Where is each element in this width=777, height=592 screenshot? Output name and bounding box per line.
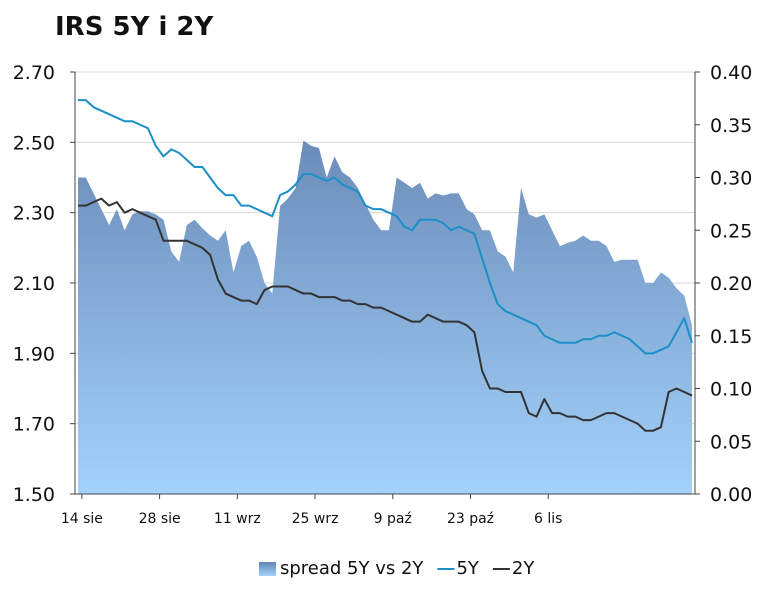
y-left-tick-label: 2.10 — [13, 273, 55, 295]
legend-label: spread 5Y vs 2Y — [280, 558, 424, 579]
x-tick-label: 6 lis — [534, 511, 562, 527]
x-tick-label: 11 wrz — [214, 511, 261, 527]
y-right-tick-label: 0.30 — [710, 168, 752, 190]
y-right-tick-label: 0.20 — [710, 273, 752, 295]
y-left-tick-label: 1.90 — [13, 343, 55, 365]
axes: 2.70 2.50 2.30 2.10 1.90 1.70 1.50 0.40 0.35 0.30… — [13, 62, 753, 527]
legend-label: 2Y — [512, 558, 535, 579]
y-right-tick-label: 0.10 — [710, 379, 752, 401]
y-right-tick-label: 0.35 — [710, 115, 752, 137]
plot-area — [78, 99, 693, 494]
y-right-tick-label: 0.00 — [710, 484, 752, 506]
y-right-tick-label: 0.15 — [710, 326, 752, 348]
x-tick-label: 9 paź — [374, 511, 412, 527]
legend-swatch-spread — [259, 562, 276, 576]
x-tick-label: 14 sie — [61, 511, 103, 527]
y-left-tick-label: 1.70 — [13, 414, 55, 436]
y-right-tick-label: 0.05 — [710, 431, 752, 453]
series-line-2y — [78, 197, 693, 432]
y-left-tick-label: 2.70 — [13, 62, 55, 84]
x-tick-label: 25 wrz — [292, 511, 339, 527]
legend-label: 5Y — [456, 558, 479, 579]
y-right-tick-label: 0.40 — [710, 62, 752, 84]
series-line-5y — [78, 99, 693, 355]
chart-title: IRS 5Y i 2Y — [55, 12, 214, 42]
legend: spread 5Y vs 2Y 5Y 2Y — [259, 558, 535, 579]
y-left-tick-label: 1.50 — [13, 484, 55, 506]
y-left-tick-label: 2.50 — [13, 132, 55, 154]
x-tick-label: 28 sie — [139, 511, 181, 527]
x-tick-label: 23 paź — [447, 511, 494, 527]
y-left-tick-label: 2.30 — [13, 203, 55, 225]
y-right-tick-label: 0.25 — [710, 220, 752, 242]
series-area-spread — [78, 140, 692, 494]
